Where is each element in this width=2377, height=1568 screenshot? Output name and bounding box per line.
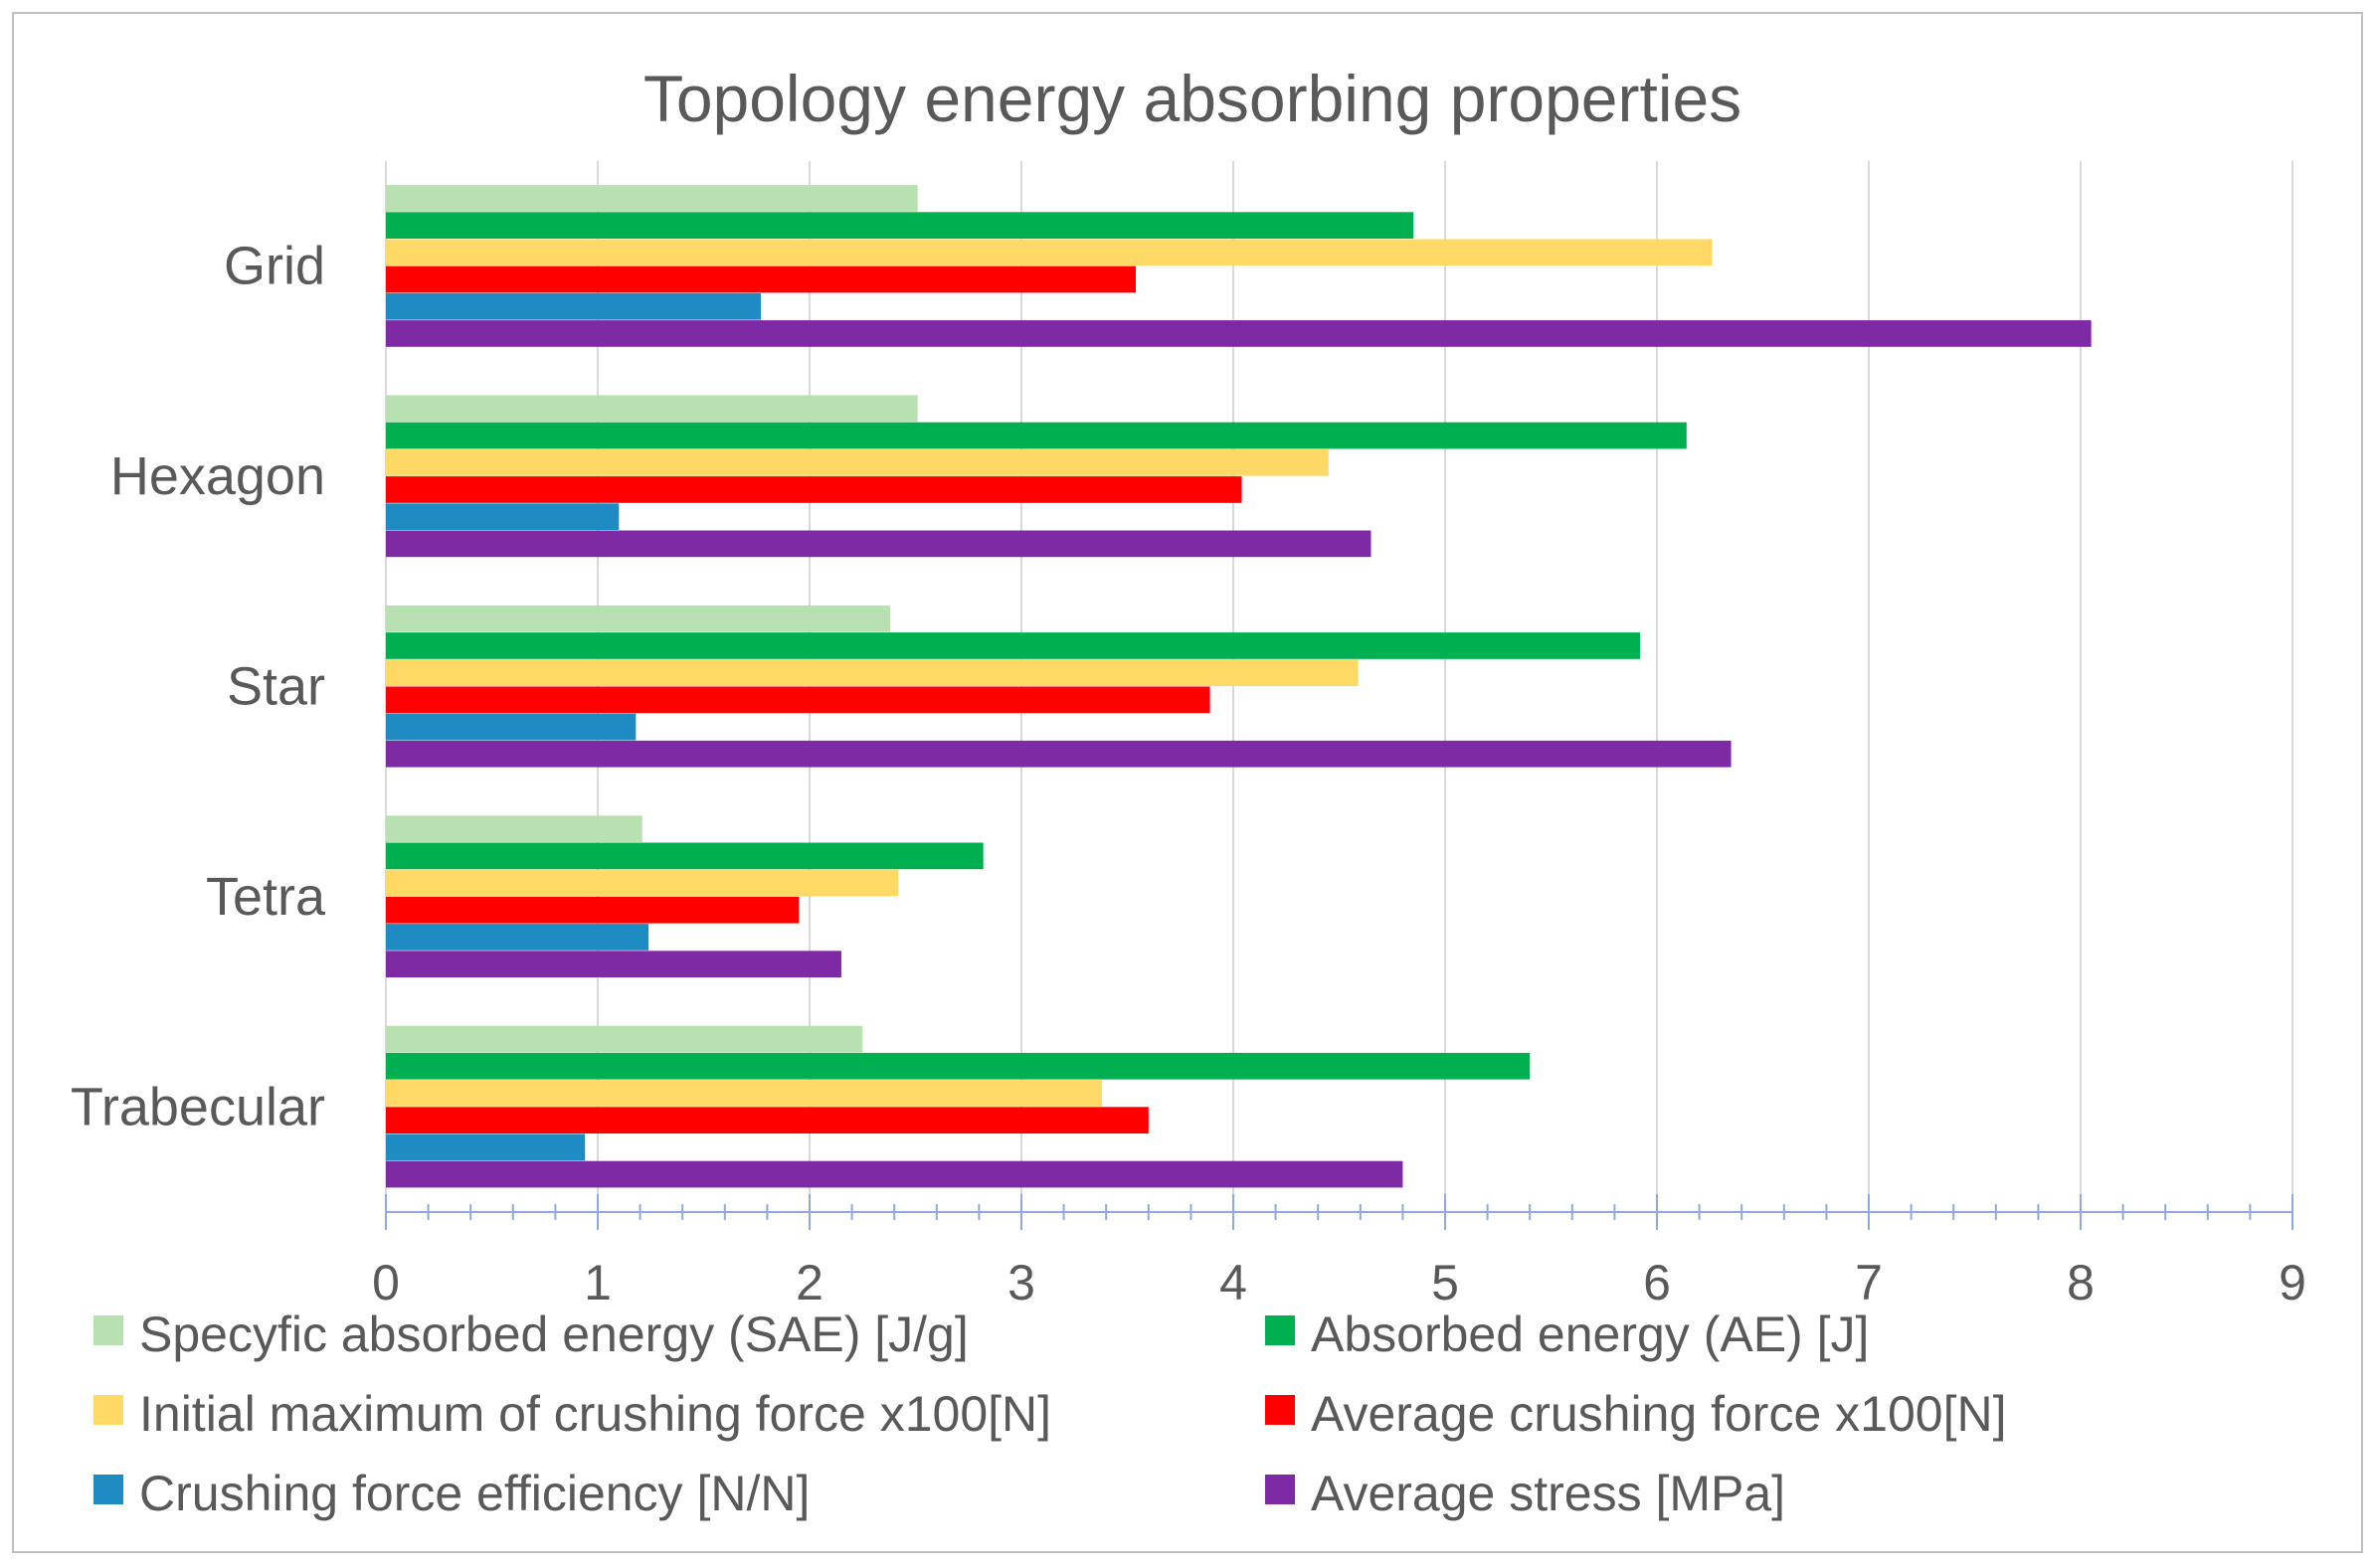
x-tick-label: 5 xyxy=(1431,1255,1459,1310)
bar xyxy=(386,951,841,977)
bar xyxy=(386,292,762,320)
bar xyxy=(386,686,1210,714)
chart: Topology energy absorbing properties 0 1 2… xyxy=(71,62,2306,1521)
legend-swatch xyxy=(93,1475,123,1504)
x-tick-label: 4 xyxy=(1219,1255,1247,1310)
bar xyxy=(386,896,800,924)
bar xyxy=(386,1107,1149,1133)
legend-swatch xyxy=(1265,1475,1295,1504)
legend-label: Average crushing force x100[N] xyxy=(1311,1386,2006,1442)
category-label: Hexagon xyxy=(110,446,325,506)
category-label: Tetra xyxy=(206,867,326,927)
bar xyxy=(386,1160,1403,1188)
bar xyxy=(386,422,1687,449)
bar xyxy=(386,869,899,897)
chart-title: Topology energy absorbing properties xyxy=(643,62,1741,135)
bar xyxy=(386,239,1713,266)
bar xyxy=(386,1133,586,1161)
legend-swatch xyxy=(1265,1315,1295,1345)
bar xyxy=(386,395,918,423)
category-label: Grid xyxy=(224,237,325,296)
bar xyxy=(386,815,642,842)
bar xyxy=(386,1025,863,1053)
legend-label: Initial maximum of crushing force x100[N… xyxy=(139,1386,1051,1442)
x-tick-label: 6 xyxy=(1643,1255,1671,1310)
bar xyxy=(386,713,637,741)
bar xyxy=(386,924,649,951)
legend-label: Average stress [MPa] xyxy=(1311,1466,1785,1521)
bar xyxy=(386,476,1242,503)
x-tick-label: 7 xyxy=(1855,1255,1883,1310)
category-label: Star xyxy=(227,657,325,717)
bar xyxy=(386,1080,1102,1107)
bar xyxy=(386,185,918,212)
legend-label: Specyfic absorbed energy (SAE) [J/g] xyxy=(139,1307,969,1362)
x-tick-label: 3 xyxy=(1007,1255,1035,1310)
bar xyxy=(386,842,984,870)
bar xyxy=(386,605,890,632)
legend-swatch xyxy=(1265,1395,1295,1425)
x-tick-label: 9 xyxy=(2279,1255,2306,1310)
bar xyxy=(386,1052,1531,1080)
legend-label: Crushing force efficiency [N/N] xyxy=(139,1466,810,1521)
legend-swatch xyxy=(93,1315,123,1345)
bar xyxy=(386,212,1414,239)
x-tick-label: 2 xyxy=(796,1255,823,1310)
category-label: Trabecular xyxy=(71,1077,325,1136)
x-tick-label: 0 xyxy=(372,1255,400,1310)
bar xyxy=(386,530,1371,558)
bar xyxy=(386,265,1137,293)
legend-label: Absorbed energy (AE) [J] xyxy=(1311,1307,1869,1362)
bar xyxy=(386,320,2092,347)
x-tick-label: 8 xyxy=(2067,1255,2095,1310)
legend-swatch xyxy=(93,1395,123,1425)
chart-frame: Topology energy absorbing properties 0 1 2… xyxy=(12,12,2363,1553)
bar xyxy=(386,659,1359,686)
bar xyxy=(386,632,1640,659)
bar xyxy=(386,503,620,530)
x-tick-label: 1 xyxy=(584,1255,612,1310)
bar xyxy=(386,740,1732,768)
bar xyxy=(386,448,1329,476)
